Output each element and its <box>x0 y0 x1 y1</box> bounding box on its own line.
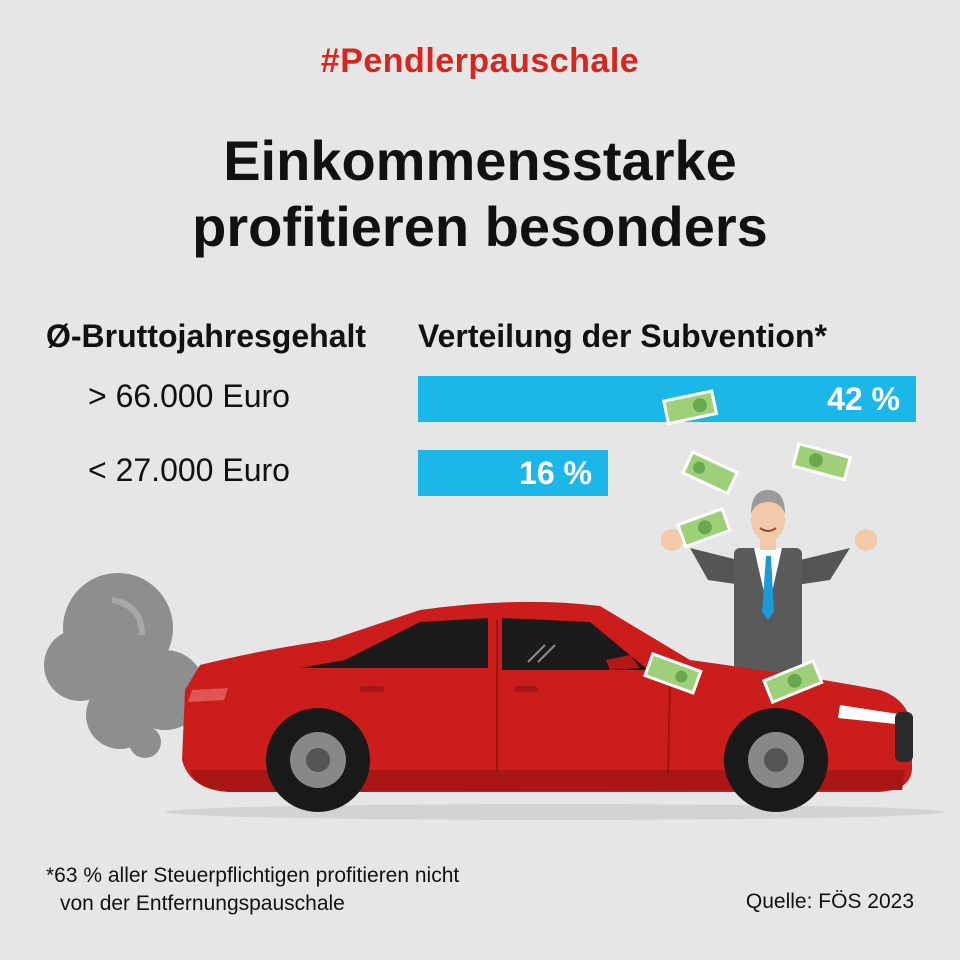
title-line-2: profitieren besonders <box>192 195 768 258</box>
bar: 16 % <box>418 450 608 496</box>
title-line-1: Einkommensstarke <box>223 129 737 192</box>
category-label: > 66.000 Euro <box>88 378 290 414</box>
exhaust-smoke-icon <box>44 573 205 758</box>
category-label: < 27.000 Euro <box>88 452 290 488</box>
euro-banknote-icon <box>762 659 824 705</box>
page-title: Einkommensstarke profitieren besonders <box>0 128 960 260</box>
footnote-line-1: *63 % aller Steuerpflichtigen profitiere… <box>46 864 460 887</box>
hashtag-heading: #Pendlerpauschale <box>320 42 640 80</box>
footnote: *63 % aller Steuerpflichtigen profitiere… <box>46 862 459 918</box>
car-icon <box>182 601 913 812</box>
euro-banknote-icon <box>662 389 719 426</box>
businessman-icon <box>661 490 877 678</box>
euro-banknote-icon <box>643 652 703 695</box>
euro-banknote-icon <box>681 450 740 496</box>
footnote-line-2: von der Entfernungspauschale <box>60 892 345 915</box>
ground-shadow <box>165 804 945 820</box>
front-wheel-icon <box>724 708 828 812</box>
bar-value-label: 16 % <box>519 455 592 491</box>
bar-value-label: 42 % <box>827 381 900 417</box>
value-header: Verteilung der Subvention* <box>418 318 827 354</box>
euro-banknote-icon <box>676 506 732 549</box>
rear-wheel-icon <box>266 708 370 812</box>
euro-banknote-icon <box>791 442 853 482</box>
source-credit: Quelle: FÖS 2023 <box>745 890 914 913</box>
category-header: Ø-Bruttojahresgehalt <box>46 318 367 354</box>
